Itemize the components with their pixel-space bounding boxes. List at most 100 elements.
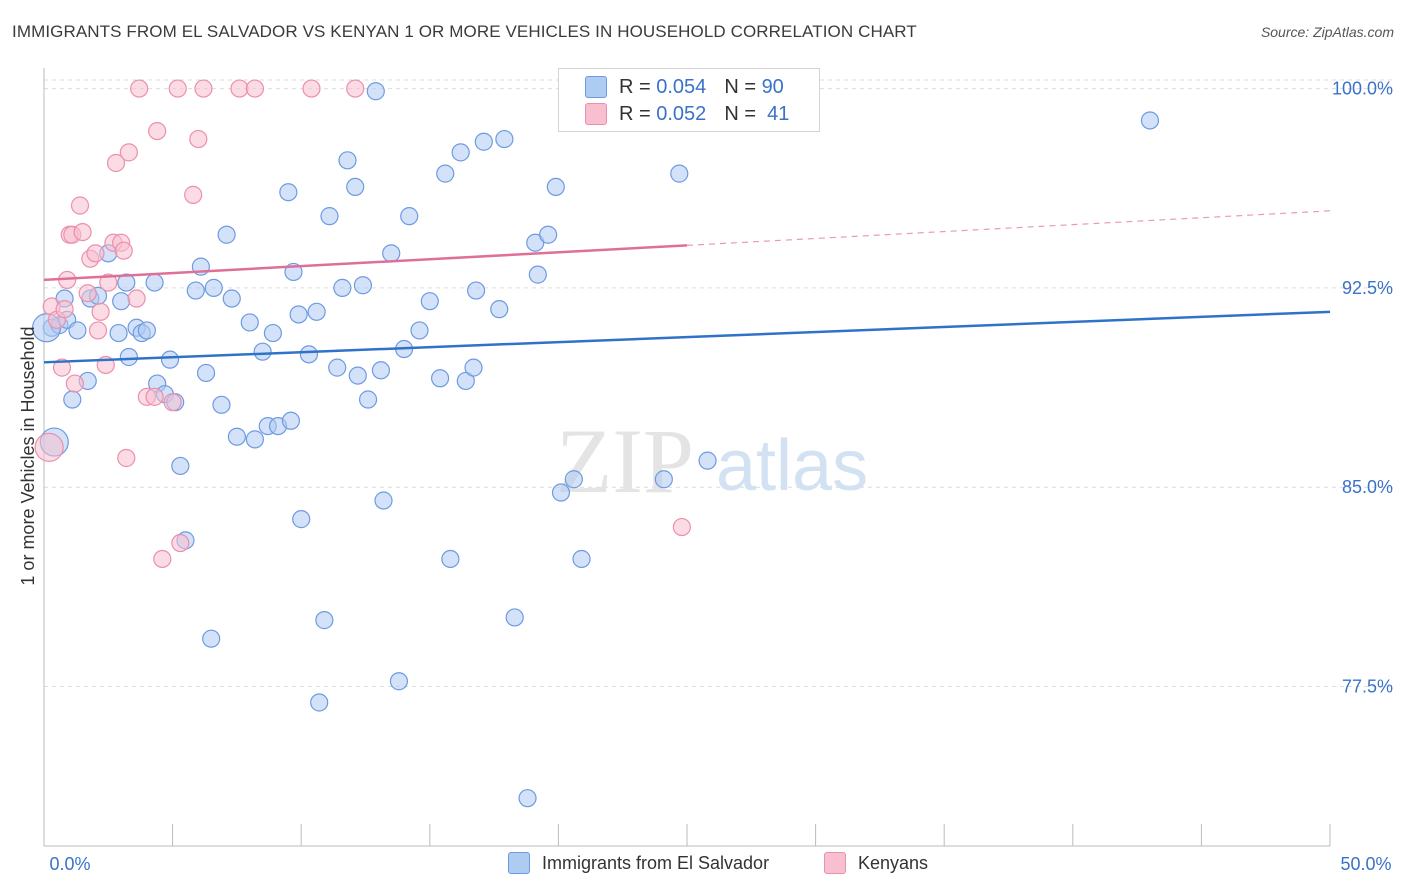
scatter-point [145, 387, 164, 406]
scatter-point [160, 350, 180, 369]
scatter-point [328, 358, 347, 377]
scatter-point [202, 629, 221, 648]
scatter-point [137, 321, 156, 340]
legend-swatch-el-salvador [585, 76, 607, 98]
scatter-point [117, 273, 136, 292]
scatter-point [654, 470, 673, 489]
scatter-point [68, 321, 87, 340]
legend-item-kenyans[interactable]: Kenyans [824, 852, 928, 874]
scatter-point [310, 693, 329, 712]
series-legend: Immigrants from El Salvador Kenyans [0, 852, 1406, 876]
y-tick-label: 92.5% [1342, 278, 1393, 298]
scatter-point [119, 143, 138, 162]
scatter-point [374, 491, 393, 510]
trend-lines [43, 210, 1331, 364]
scatter-point [307, 302, 326, 321]
scatter-point [670, 164, 689, 183]
scatter-point [34, 432, 64, 462]
scatter-point [572, 549, 591, 569]
legend-swatch-kenyans [585, 103, 607, 125]
legend-item-el-salvador[interactable]: Immigrants from El Salvador [508, 852, 769, 874]
scatter-point [240, 313, 259, 332]
scatter-point [371, 361, 391, 380]
scatter-point [518, 789, 537, 808]
scatter-point [358, 390, 378, 409]
scatter-point [217, 225, 236, 244]
scatter-point [441, 549, 460, 569]
legend-r-value: 0.054 [656, 75, 707, 98]
scatter-point [117, 448, 136, 468]
scatter-point [196, 363, 216, 383]
scatter-point [466, 281, 486, 300]
scatter-point [194, 79, 213, 98]
trend-line [43, 310, 1331, 364]
scatter-point [495, 129, 514, 149]
scatter-point [281, 411, 301, 430]
scatter-point [91, 302, 110, 321]
scatter-point [153, 549, 172, 569]
scatter-point [230, 79, 249, 98]
legend-n-label: N = [724, 75, 756, 98]
scatter-point [346, 79, 365, 98]
scatter-point [366, 82, 385, 101]
scatter-point [163, 393, 182, 412]
scatter-point [551, 483, 571, 502]
scatter-point [222, 289, 241, 308]
scatter-point [253, 342, 272, 361]
scatter-point [52, 358, 72, 377]
scatter-point [505, 608, 524, 627]
scatter-point [564, 470, 583, 489]
trend-line-extension [686, 210, 1331, 246]
scatter-point [130, 79, 149, 98]
watermark-atlas: atlas [716, 426, 868, 506]
scatter-point [420, 292, 439, 311]
scatter-point [410, 321, 429, 340]
legend-swatch-el-salvador [508, 852, 530, 874]
scatter-point [382, 244, 401, 263]
scatter-point [145, 273, 164, 292]
trend-line [43, 244, 688, 282]
gridlines [44, 79, 1392, 688]
legend-swatch-kenyans [824, 852, 846, 874]
scatter-point [171, 533, 190, 553]
scatter-point [451, 143, 470, 162]
scatter-point [299, 345, 319, 364]
scatter-point [168, 79, 187, 98]
scatter-point [528, 265, 547, 284]
legend-row-el-salvador: R = 0.054 N = 90 [585, 75, 784, 99]
scatter-point [73, 222, 92, 242]
tick-labels: 100.0% 92.5% 85.0% 77.5% 0.0% 50.0% [49, 79, 1393, 874]
scatter-point [539, 225, 558, 244]
scatter-point [474, 132, 493, 151]
scatter-point [292, 510, 311, 529]
legend-n-value: 41 [767, 102, 790, 125]
watermark-zip: ZIP [556, 410, 694, 512]
scatter-point [171, 456, 190, 476]
scatter-point [320, 207, 339, 226]
legend-label-el-salvador: Immigrants from El Salvador [542, 852, 770, 873]
scatter-point [112, 292, 131, 311]
scatter-point [302, 79, 321, 98]
scatter-point [114, 241, 133, 260]
scatter-point [698, 451, 717, 470]
scatter-point [245, 430, 265, 449]
scatter-point [186, 281, 205, 300]
scatter-point [315, 611, 334, 630]
scatter-point [86, 244, 105, 263]
scatter-point [338, 151, 357, 170]
legend-r-label: R = [619, 75, 651, 98]
scatter-point [109, 323, 128, 343]
scatter-point [333, 278, 352, 297]
x-tick-label: 50.0% [1340, 854, 1391, 874]
scatter-point [672, 517, 691, 537]
scatter-point [227, 427, 246, 446]
y-tick-label: 85.0% [1342, 477, 1393, 497]
scatter-point [65, 374, 84, 393]
legend-r-label: R = [619, 102, 651, 125]
scatter-point [189, 129, 208, 149]
legend-r-value: 0.052 [656, 102, 707, 125]
scatter-point [70, 196, 90, 215]
legend-n-label: N = [724, 102, 756, 125]
data-points [31, 79, 1160, 808]
